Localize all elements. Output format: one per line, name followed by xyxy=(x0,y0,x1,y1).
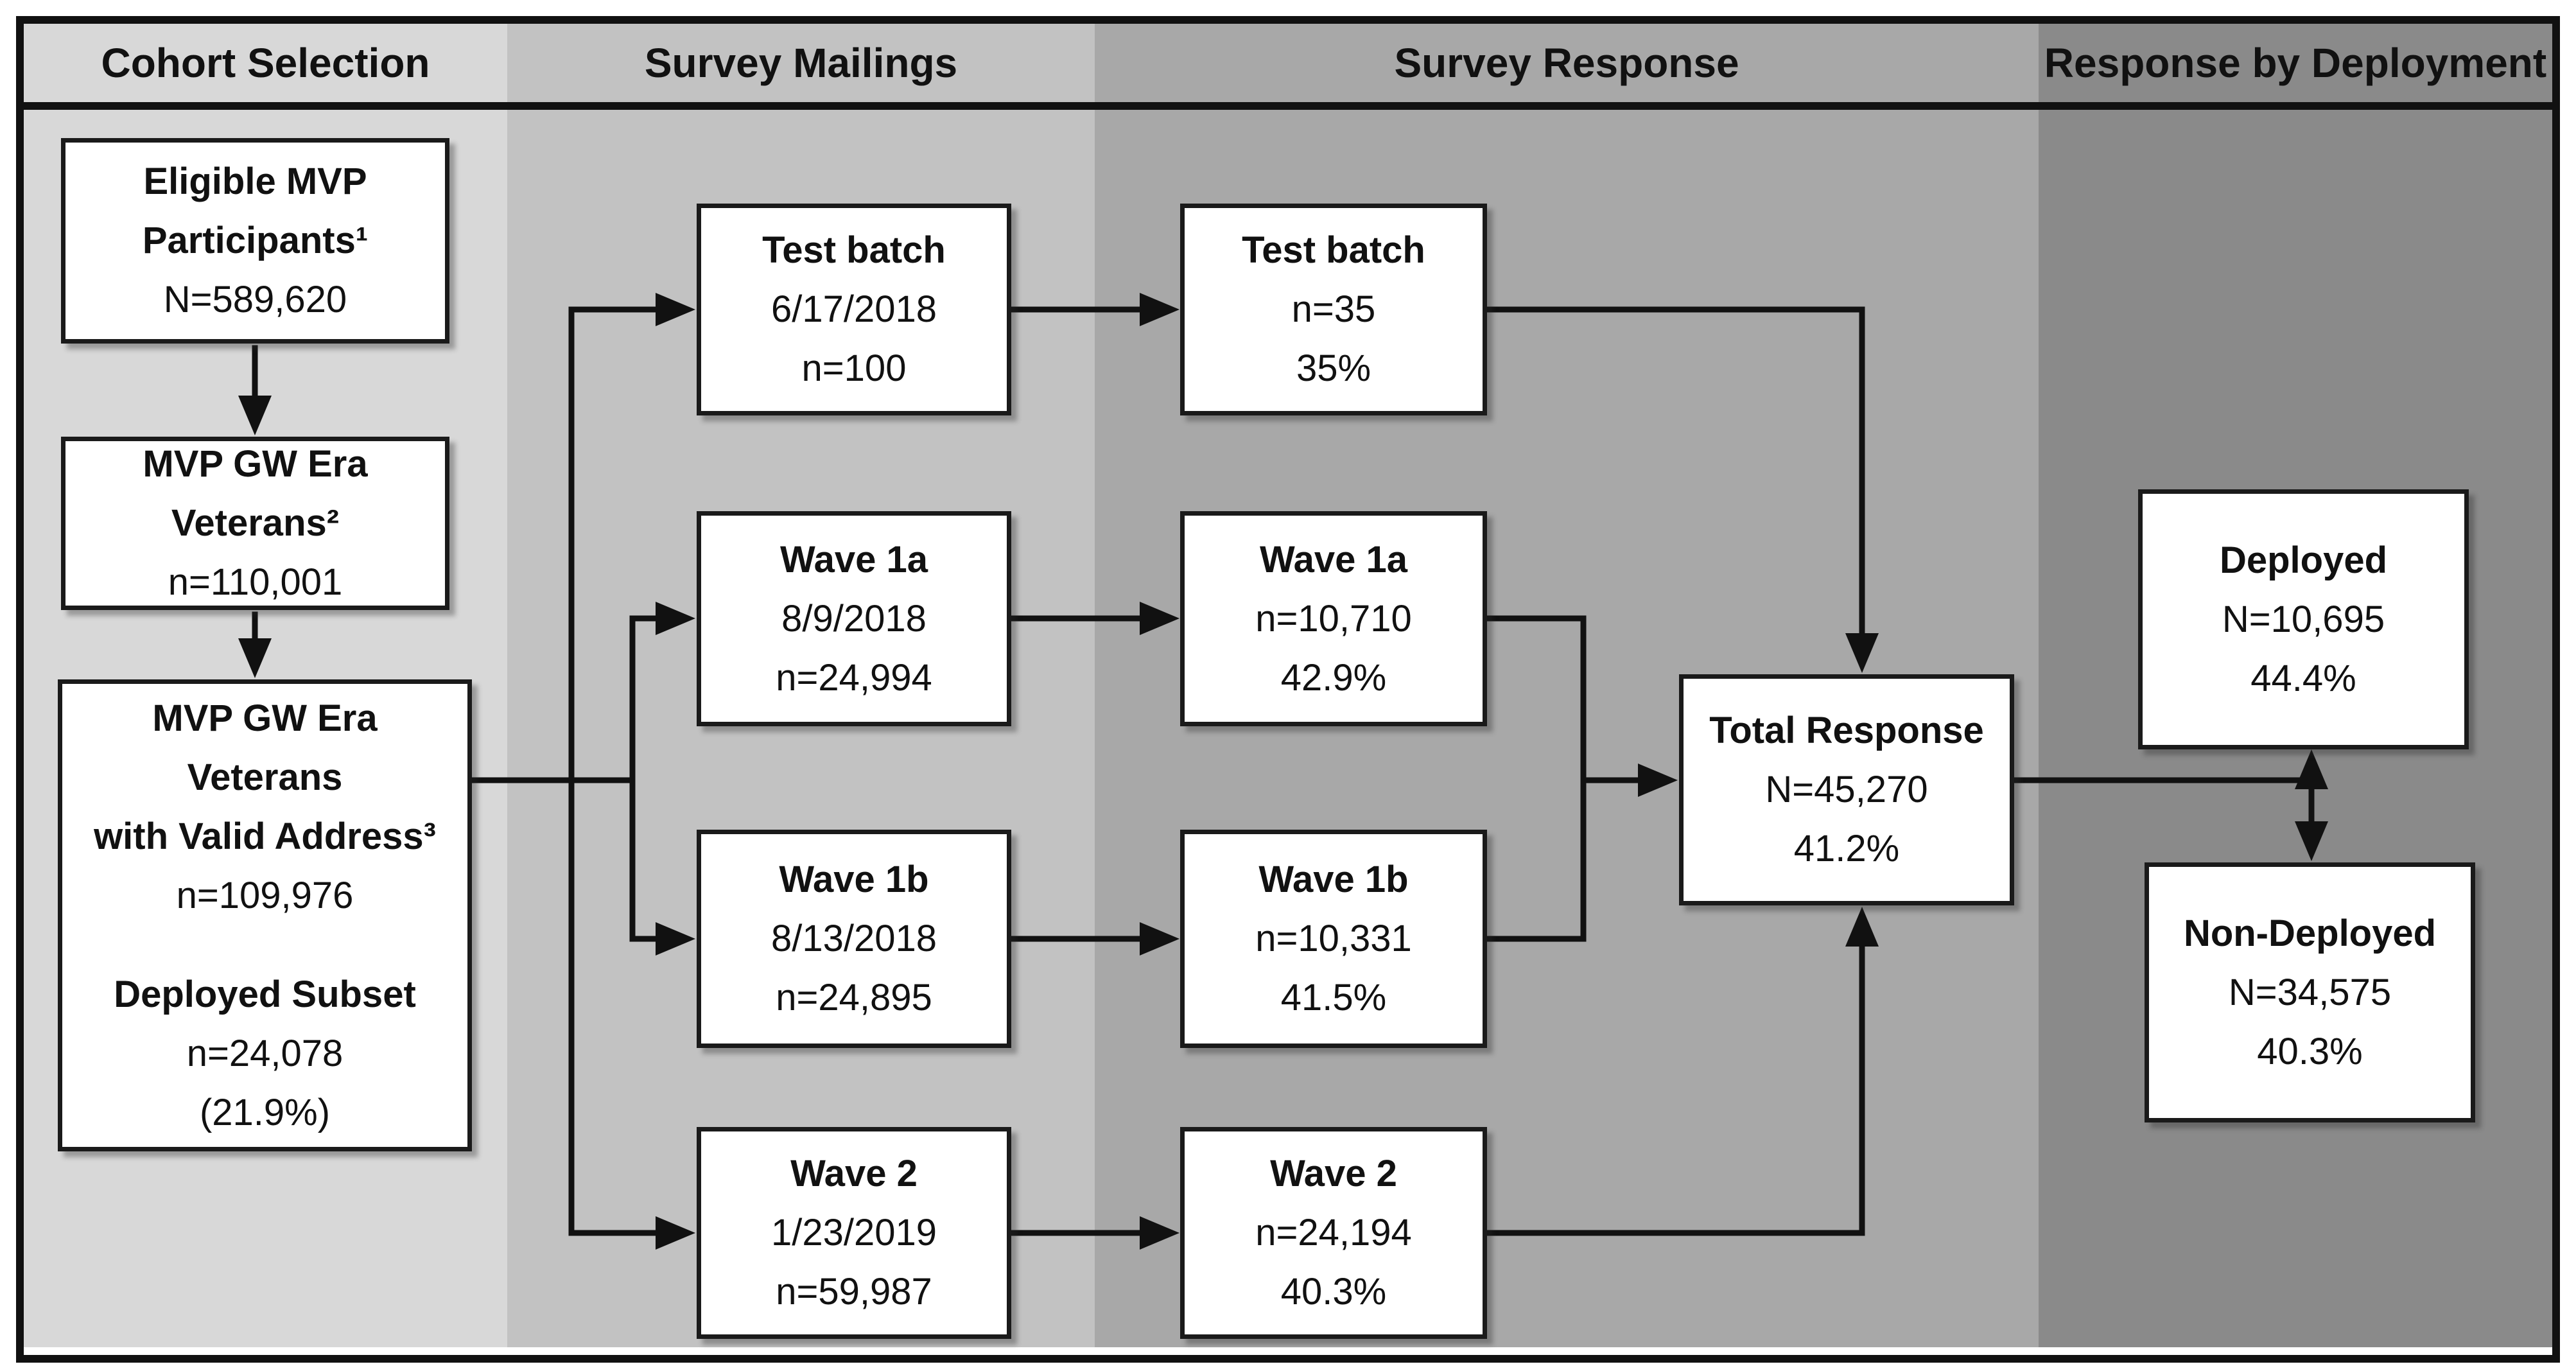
box-value: n=24,994 xyxy=(776,656,932,699)
box-response-test-batch: Test batch n=35 35% xyxy=(1180,204,1487,415)
box-non-deployed: Non-Deployed N=34,575 40.3% xyxy=(2145,862,2475,1122)
box-mvp-gw-era-veterans: MVP GW Era Veterans² n=110,001 xyxy=(61,437,449,610)
box-value: N=589,620 xyxy=(163,279,347,320)
box-response-wave-1b: Wave 1b n=10,331 41.5% xyxy=(1180,830,1487,1048)
box-value: n=35 xyxy=(1291,288,1376,330)
box-value: N=10,695 xyxy=(2222,598,2385,640)
box-value: n=10,710 xyxy=(1255,597,1412,640)
box-title: Veterans xyxy=(187,756,343,798)
box-title: Wave 1b xyxy=(1258,859,1409,900)
box-mailing-wave-2: Wave 2 1/23/2019 n=59,987 xyxy=(697,1127,1011,1339)
box-title: Wave 1b xyxy=(779,859,929,900)
header-separator-line xyxy=(24,102,2552,110)
box-valid-address-deployed-subset: MVP GW Era Veterans with Valid Address³ … xyxy=(58,679,472,1151)
box-value: n=10,331 xyxy=(1255,918,1412,959)
box-mailing-wave-1a: Wave 1a 8/9/2018 n=24,994 xyxy=(697,511,1011,726)
box-value: 8/13/2018 xyxy=(770,918,937,959)
box-deployed: Deployed N=10,695 44.4% xyxy=(2138,489,2469,749)
box-response-wave-1a: Wave 1a n=10,710 42.9% xyxy=(1180,511,1487,726)
box-value: n=100 xyxy=(801,347,907,389)
box-title: with Valid Address³ xyxy=(94,815,436,857)
box-value: 6/17/2018 xyxy=(770,288,937,330)
box-title: Wave 1a xyxy=(780,538,928,581)
box-value: 40.3% xyxy=(1280,1271,1387,1313)
box-total-response: Total Response N=45,270 41.2% xyxy=(1679,674,2014,905)
box-title: Deployed xyxy=(2219,539,2388,581)
box-title: Test batch xyxy=(1242,229,1425,271)
header-survey-response: Survey Response xyxy=(1095,24,2039,102)
box-value: (21.9%) xyxy=(199,1091,331,1133)
box-title: Wave 1a xyxy=(1260,538,1407,581)
box-value: n=24,078 xyxy=(186,1032,344,1074)
box-value: N=34,575 xyxy=(2228,971,2392,1013)
header-label: Survey Mailings xyxy=(644,40,958,86)
box-title: Wave 2 xyxy=(790,1153,918,1194)
box-title: MVP GW Era xyxy=(152,697,378,739)
header-survey-mailings: Survey Mailings xyxy=(507,24,1095,102)
box-value: 35% xyxy=(1296,347,1371,389)
box-value: 8/9/2018 xyxy=(781,597,927,640)
box-value: n=24,895 xyxy=(776,977,932,1018)
box-title: Veterans² xyxy=(171,502,340,544)
header-response-by-deployment: Response by Deployment xyxy=(2039,24,2552,102)
box-value: 41.5% xyxy=(1280,977,1387,1018)
header-label: Response by Deployment xyxy=(2044,40,2547,86)
box-value: n=109,976 xyxy=(176,874,354,916)
box-response-wave-2: Wave 2 n=24,194 40.3% xyxy=(1180,1127,1487,1339)
box-title: Participants¹ xyxy=(142,220,369,261)
box-title: MVP GW Era xyxy=(143,443,368,485)
header-cohort-selection: Cohort Selection xyxy=(24,24,507,102)
box-value: 42.9% xyxy=(1280,656,1387,699)
box-eligible-mvp-participants: Eligible MVP Participants¹ N=589,620 xyxy=(61,138,449,344)
box-value: 1/23/2019 xyxy=(770,1212,937,1253)
box-title: Deployed Subset xyxy=(114,973,416,1015)
box-value: 44.4% xyxy=(2250,657,2356,699)
header-label: Survey Response xyxy=(1394,40,1739,86)
box-title: Eligible MVP xyxy=(143,161,367,202)
box-title: Total Response xyxy=(1709,710,1984,751)
box-value: 40.3% xyxy=(2257,1030,2363,1072)
box-mailing-wave-1b: Wave 1b 8/13/2018 n=24,895 xyxy=(697,830,1011,1048)
box-title: Wave 2 xyxy=(1270,1153,1397,1194)
box-title: Non-Deployed xyxy=(2183,912,2437,954)
box-title: Test batch xyxy=(762,229,946,271)
box-value: n=24,194 xyxy=(1255,1212,1412,1253)
box-value: n=59,987 xyxy=(776,1271,932,1313)
box-value: 41.2% xyxy=(1793,828,1900,869)
box-mailing-test-batch: Test batch 6/17/2018 n=100 xyxy=(697,204,1011,415)
box-value: N=45,270 xyxy=(1765,769,1928,810)
header-label: Cohort Selection xyxy=(101,40,430,86)
box-value: n=110,001 xyxy=(168,561,343,603)
